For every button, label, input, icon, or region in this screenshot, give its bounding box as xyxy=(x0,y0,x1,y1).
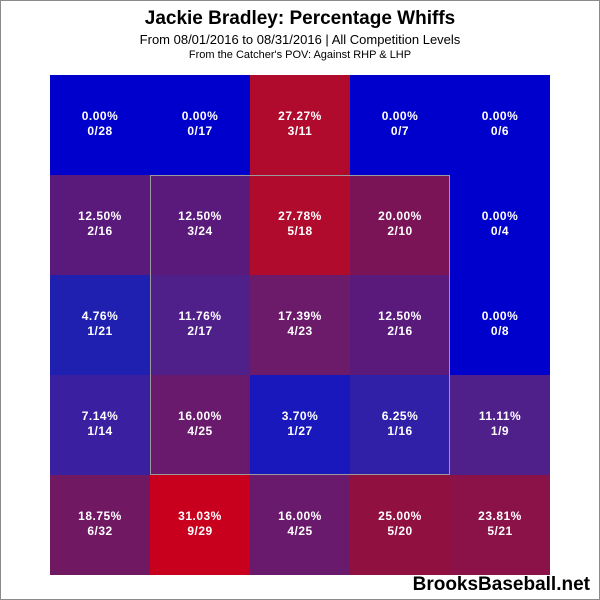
zone-cell: 0.00% 0/17 xyxy=(150,75,250,175)
zone-cell-percent: 0.00% xyxy=(181,109,219,123)
zone-cell-count: 5/20 xyxy=(387,524,413,538)
zone-cell: 3.70% 1/27 xyxy=(250,375,350,475)
watermark: BrooksBaseball.net xyxy=(412,574,590,595)
zone-cell-count: 0/4 xyxy=(490,224,510,238)
zone-cell-count: 4/23 xyxy=(287,324,313,338)
chart-title: Jackie Bradley: Percentage Whiffs xyxy=(144,8,456,29)
chart-subtitle-pov: From the Catcher's POV: Against RHP & LH… xyxy=(188,49,412,61)
zone-cell-percent: 18.75% xyxy=(78,509,122,523)
zone-cell: 0.00% 0/4 xyxy=(450,175,550,275)
zone-cell: 16.00% 4/25 xyxy=(150,375,250,475)
zone-cell-percent: 7.14% xyxy=(81,409,119,423)
zone-cell-count: 5/21 xyxy=(487,524,513,538)
zone-cell-count: 5/18 xyxy=(287,224,313,238)
zone-cell-count: 2/10 xyxy=(387,224,413,238)
zone-cell-count: 2/16 xyxy=(387,324,413,338)
zone-cell-count: 9/29 xyxy=(187,524,213,538)
zone-cell-count: 2/16 xyxy=(87,224,113,238)
zone-cell-percent: 25.00% xyxy=(378,509,422,523)
zone-cell-percent: 11.76% xyxy=(178,309,222,323)
zone-cell-percent: 17.39% xyxy=(278,309,322,323)
zone-cell-count: 1/21 xyxy=(87,324,113,338)
zone-cell: 27.27% 3/11 xyxy=(250,75,350,175)
zone-cell-percent: 27.27% xyxy=(278,109,322,123)
zone-cell: 31.03% 9/29 xyxy=(150,475,250,575)
zone-cell: 25.00% 5/20 xyxy=(350,475,450,575)
zone-cell-count: 3/24 xyxy=(187,224,213,238)
zone-cell-count: 0/8 xyxy=(490,324,510,338)
zone-cell: 27.78% 5/18 xyxy=(250,175,350,275)
zone-cell-percent: 12.50% xyxy=(78,209,122,223)
zone-cell: 16.00% 4/25 xyxy=(250,475,350,575)
zone-cell-percent: 16.00% xyxy=(178,409,222,423)
zone-cell-count: 4/25 xyxy=(287,524,313,538)
zone-cell-count: 6/32 xyxy=(87,524,113,538)
zone-cell-percent: 23.81% xyxy=(478,509,522,523)
zone-cell: 0.00% 0/28 xyxy=(50,75,150,175)
zone-cell-count: 1/14 xyxy=(87,424,113,438)
zone-cell-count: 1/16 xyxy=(387,424,413,438)
zone-cell: 0.00% 0/6 xyxy=(450,75,550,175)
zone-cell-count: 0/6 xyxy=(490,124,510,138)
zone-cell-percent: 0.00% xyxy=(481,209,519,223)
zone-cell-count: 4/25 xyxy=(187,424,213,438)
zone-cell: 0.00% 0/7 xyxy=(350,75,450,175)
zone-cell-count: 1/9 xyxy=(490,424,510,438)
zone-cell-percent: 11.11% xyxy=(478,409,522,423)
zone-cell-percent: 12.50% xyxy=(178,209,222,223)
zone-cell-percent: 31.03% xyxy=(178,509,222,523)
zone-cell: 20.00% 2/10 xyxy=(350,175,450,275)
zone-cell-percent: 16.00% xyxy=(278,509,322,523)
zone-cell-percent: 3.70% xyxy=(281,409,319,423)
zone-cell-percent: 27.78% xyxy=(278,209,322,223)
zone-cell: 11.11% 1/9 xyxy=(450,375,550,475)
zone-cell-percent: 0.00% xyxy=(481,309,519,323)
zone-cell-percent: 0.00% xyxy=(481,109,519,123)
zone-cell: 4.76% 1/21 xyxy=(50,275,150,375)
zone-cell: 0.00% 0/8 xyxy=(450,275,550,375)
zone-cell-percent: 20.00% xyxy=(378,209,422,223)
zone-cell-count: 2/17 xyxy=(187,324,213,338)
zone-cell-percent: 4.76% xyxy=(81,309,119,323)
zone-cell-count: 1/27 xyxy=(287,424,313,438)
zone-cell-percent: 0.00% xyxy=(381,109,419,123)
zone-cell: 17.39% 4/23 xyxy=(250,275,350,375)
zone-cell: 12.50% 3/24 xyxy=(150,175,250,275)
chart-subtitle: From 08/01/2016 to 08/31/2016 | All Comp… xyxy=(139,32,461,47)
zone-cell: 18.75% 6/32 xyxy=(50,475,150,575)
zone-cell: 6.25% 1/16 xyxy=(350,375,450,475)
zone-cell: 11.76% 2/17 xyxy=(150,275,250,375)
zone-cell-count: 3/11 xyxy=(287,124,313,138)
zone-cell: 12.50% 2/16 xyxy=(50,175,150,275)
zone-cell: 12.50% 2/16 xyxy=(350,275,450,375)
zone-cell-count: 0/7 xyxy=(390,124,410,138)
zone-cell: 23.81% 5/21 xyxy=(450,475,550,575)
zone-cell-percent: 6.25% xyxy=(381,409,419,423)
zone-cell-count: 0/17 xyxy=(187,124,213,138)
zone-cell-count: 0/28 xyxy=(87,124,113,138)
zone-cell-percent: 0.00% xyxy=(81,109,119,123)
zone-cell-percent: 12.50% xyxy=(378,309,422,323)
zone-cell: 7.14% 1/14 xyxy=(50,375,150,475)
